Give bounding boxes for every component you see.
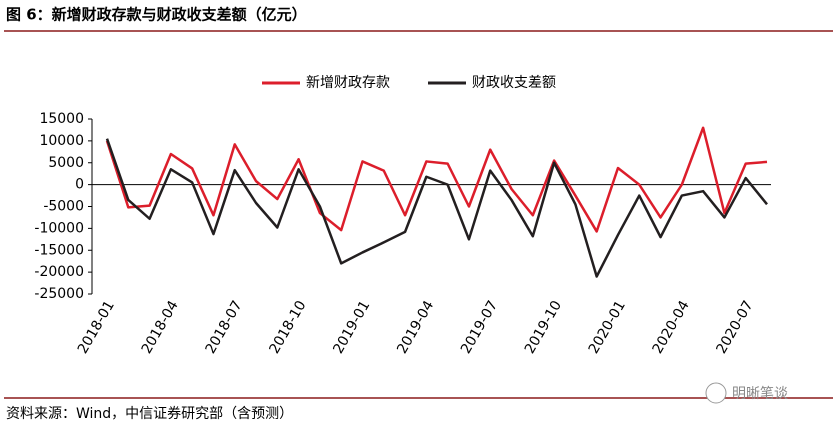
- x-tick-label: 2020-01: [586, 298, 629, 357]
- y-tick-label: 15000: [39, 111, 84, 127]
- y-tick-label: 0: [75, 177, 84, 193]
- legend-label: 新增财政存款: [306, 75, 390, 91]
- x-tick-label: 2018-01: [75, 298, 118, 357]
- x-tick-label: 2020-04: [650, 298, 693, 357]
- chart-title: 图 6：新增财政存款与财政收支差额（亿元）: [6, 6, 307, 24]
- x-tick-label: 2018-10: [266, 298, 309, 357]
- x-tick-label: 2018-04: [139, 298, 182, 357]
- x-tick-label: 2019-07: [458, 298, 501, 357]
- series-line: [105, 126, 768, 233]
- source: 资料来源：Wind，中信证券研究部（含预测）: [6, 406, 293, 422]
- x-tick-label: 2020-07: [714, 298, 757, 357]
- y-tick-label: 5000: [48, 155, 84, 171]
- x-tick-label: 2019-10: [522, 298, 565, 357]
- x-tick-label: 2019-04: [394, 298, 437, 357]
- watermark: 明晰笔谈: [732, 386, 788, 402]
- legend-label: 财政收支差额: [472, 75, 556, 91]
- y-tick-label: -25000: [34, 286, 84, 302]
- x-tick-label: 2018-07: [203, 298, 246, 357]
- series-line: [105, 138, 768, 278]
- y-tick-label: -15000: [34, 242, 84, 258]
- y-tick-label: -10000: [34, 220, 84, 236]
- y-tick-label: 10000: [39, 133, 84, 149]
- watermark-icon: [705, 382, 727, 404]
- y-tick-label: -5000: [43, 199, 84, 215]
- y-tick-label: -20000: [34, 264, 84, 280]
- x-tick-label: 2019-01: [330, 298, 373, 357]
